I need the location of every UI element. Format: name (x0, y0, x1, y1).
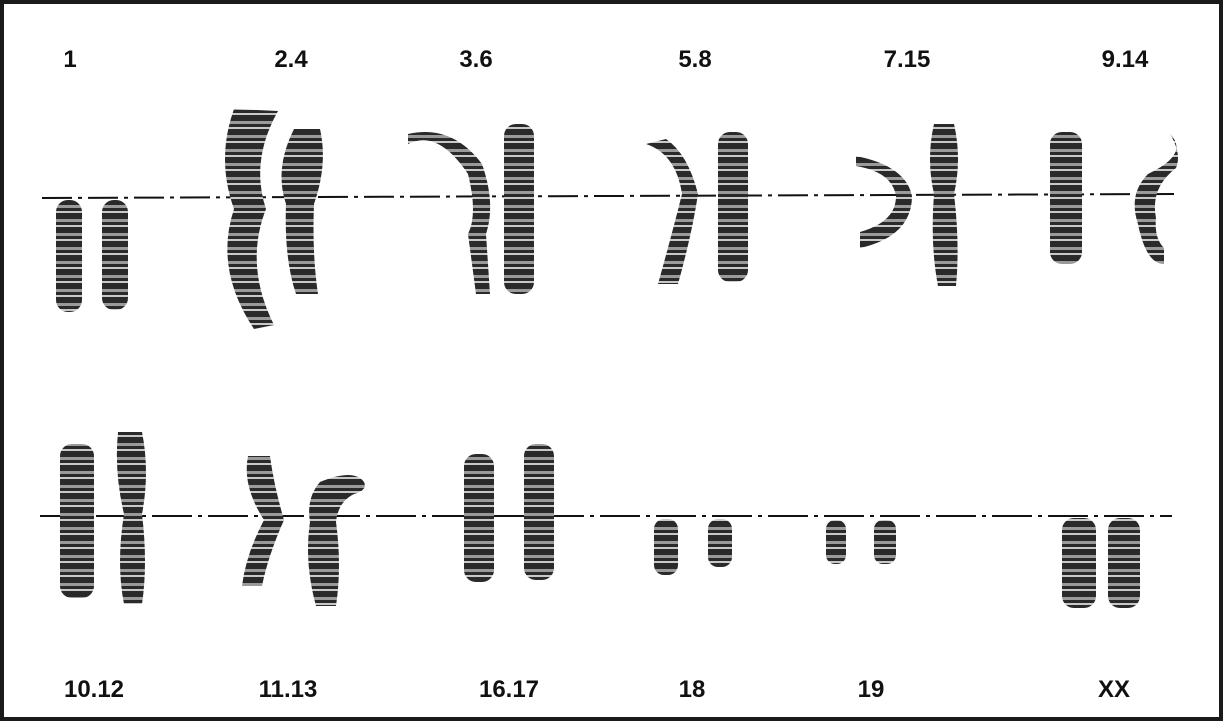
label-pair-16-17: 16.17 (478, 676, 540, 703)
label-pair-9-14: 9.14 (1101, 46, 1149, 73)
chromosome-pair-16-17 (464, 444, 554, 582)
chromosome-pair-9-14 (1050, 132, 1178, 264)
chromosome-pair-1 (56, 200, 128, 312)
chromosome-spread (40, 109, 1178, 608)
chromosome-pair-18 (654, 519, 732, 575)
chromosome-pair-19 (826, 520, 896, 564)
label-pair-7-15: 7.15 (883, 46, 931, 73)
centromere-line-top (41, 193, 1175, 199)
label-pair-18: 18 (678, 676, 706, 703)
label-pair-10-12: 10.12 (63, 676, 125, 703)
label-pair-1: 1 (63, 46, 77, 73)
label-pair-11-13: 11.13 (258, 676, 318, 703)
label-pair-3-6: 3.6 (459, 46, 493, 73)
chromosome-pair-3-6 (408, 124, 534, 294)
label-pair-5-8: 5.8 (678, 46, 712, 73)
label-pair-19: 19 (857, 676, 885, 703)
chromosome-pair-7-15 (856, 124, 958, 286)
chromosome-pair-5-8 (646, 132, 748, 284)
chromosome-pair-xx (1062, 518, 1140, 608)
label-pair-2-4: 2.4 (274, 46, 308, 73)
chromosome-pair-11-13 (242, 456, 365, 606)
chromosome-pair-2-4 (225, 109, 323, 329)
label-pair-xx: XX (1097, 676, 1131, 703)
chromosome-pair-10-12 (60, 432, 146, 604)
